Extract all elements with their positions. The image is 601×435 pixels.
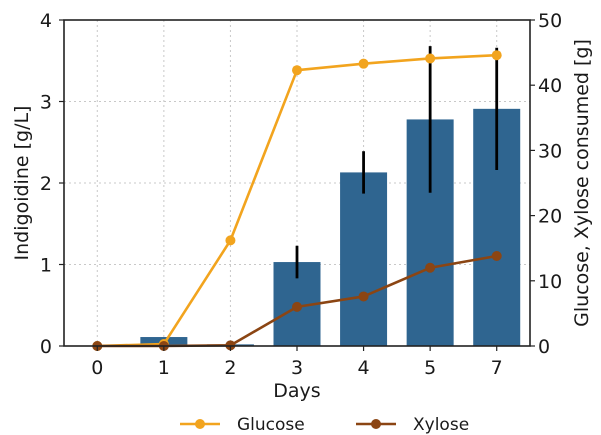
y2-tick-label: 20	[538, 206, 562, 228]
legend-glucose-marker	[195, 419, 205, 429]
bar-day-4	[340, 172, 388, 346]
y2-tick-label: 30	[538, 140, 562, 162]
y-tick-label: 4	[40, 10, 52, 32]
y2-tick-label: 10	[538, 271, 562, 293]
glucose-point-day-2	[225, 235, 236, 246]
glucose-point-day-5	[425, 53, 436, 64]
x-tick-label: 2	[224, 357, 236, 379]
xylose-point-day-4	[358, 291, 369, 302]
x-tick-label: 7	[491, 357, 503, 379]
legend: Glucose Xylose	[180, 415, 469, 435]
glucose-point-day-3	[292, 65, 302, 76]
legend-xylose-marker	[371, 419, 381, 429]
y-tick-label: 0	[40, 336, 52, 358]
y2-tick-label: 50	[538, 10, 562, 32]
legend-glucose-label: Glucose	[237, 415, 305, 435]
x-tick-label: 0	[91, 357, 103, 379]
y-tick-label: 2	[40, 173, 52, 195]
y-tick-label: 1	[40, 255, 52, 277]
y2-tick-label: 40	[538, 75, 562, 97]
glucose-point-day-7	[491, 50, 502, 61]
x-axis-label: Days	[273, 380, 320, 402]
glucose-point-day-4	[358, 58, 369, 69]
legend-xylose-label: Xylose	[413, 415, 469, 435]
x-tick-label: 3	[291, 357, 303, 379]
y-tick-label: 3	[40, 92, 52, 114]
x-tick-label: 1	[158, 357, 170, 379]
xylose-point-day-7	[491, 251, 502, 262]
y2-tick-label: 0	[538, 336, 550, 358]
x-tick-label: 4	[358, 357, 370, 379]
y2-axis-label: Glucose, Xylose consumed [g]	[571, 39, 593, 327]
y-axis-label: Indigoidine [g/L]	[11, 106, 33, 261]
xylose-point-day-5	[425, 262, 436, 273]
x-tick-label: 5	[424, 357, 436, 379]
xylose-point-day-3	[292, 301, 302, 312]
